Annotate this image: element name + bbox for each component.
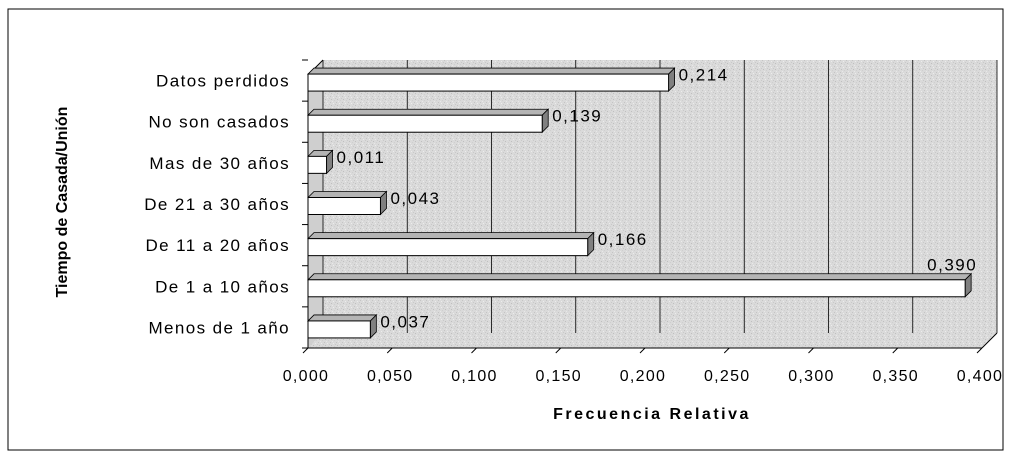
bar-front-face	[307, 279, 966, 298]
category-label: De 1 a 10 años	[155, 277, 290, 296]
bars	[307, 67, 973, 339]
bar-front-face	[307, 320, 371, 339]
x-tick	[302, 347, 309, 354]
category-label: De 21 a 30 años	[144, 195, 290, 214]
x-tick-label: 0,300	[788, 368, 835, 385]
x-tick-label: 0,100	[451, 368, 498, 385]
bar-top-face	[307, 273, 973, 281]
bar-front-face	[307, 197, 381, 215]
x-tick-label: 0,250	[704, 368, 751, 385]
category-label: Datos perdidos	[156, 72, 290, 91]
x-tick-label: 0,000	[283, 368, 330, 385]
x-tick-labels: 0,000 0,050 0,100 0,150 0,200 0,250 0,300 0,350…	[283, 368, 1004, 385]
bar	[307, 231, 595, 257]
y-axis-title: Tiempo de Casada/Unión	[54, 107, 71, 298]
bar	[307, 313, 378, 339]
x-axis-depth-edge	[981, 332, 998, 349]
data-label: 0,043	[390, 189, 440, 208]
x-tick	[471, 347, 477, 354]
bar-front-face	[307, 73, 670, 92]
x-tick	[892, 347, 899, 354]
x-tick-label: 0,200	[620, 368, 667, 385]
bar-front-face	[307, 238, 589, 257]
bar-top-face	[307, 314, 378, 322]
x-tick-label: 0,400	[957, 368, 1004, 385]
category-label: No son casados	[148, 113, 290, 132]
value-labels: 0,037 0,390 0,166 0,043 0,011 0,139 0,214	[337, 66, 977, 332]
category-label: Mas de 30 años	[149, 154, 290, 173]
bar	[307, 67, 676, 93]
bar-front-face	[307, 155, 328, 174]
x-tick-label: 0,150	[535, 368, 582, 385]
x-tick	[723, 347, 730, 354]
bar-top-face	[307, 108, 550, 116]
x-tick-label: 0,350	[872, 368, 919, 385]
data-label: 0,037	[380, 312, 430, 331]
x-tick	[808, 347, 814, 354]
bar	[307, 108, 550, 134]
bar	[307, 149, 334, 175]
category-label: De 11 a 20 años	[146, 236, 291, 255]
x-tick	[386, 347, 393, 354]
data-label: 0,166	[598, 230, 648, 249]
bar-front-face	[307, 114, 543, 133]
data-label: 0,214	[679, 66, 729, 85]
bar-top-face	[307, 232, 595, 240]
category-label: Menos de 1 año	[148, 318, 290, 337]
bar	[307, 190, 388, 216]
category-labels: Menos de 1 año De 1 a 10 años De 11 a 20 a…	[144, 72, 291, 338]
bar-top-face	[307, 191, 388, 198]
bar-top-face	[307, 67, 676, 75]
x-tick	[976, 347, 983, 354]
x-tick	[639, 347, 646, 354]
x-axis-title: Frecuencia Relativa	[553, 406, 751, 423]
x-tick	[555, 347, 562, 354]
x-tick-label: 0,050	[367, 368, 414, 385]
data-label: 0,390	[927, 255, 977, 274]
data-label: 0,011	[337, 148, 386, 167]
data-label: 0,139	[552, 107, 602, 126]
bar	[307, 272, 973, 298]
